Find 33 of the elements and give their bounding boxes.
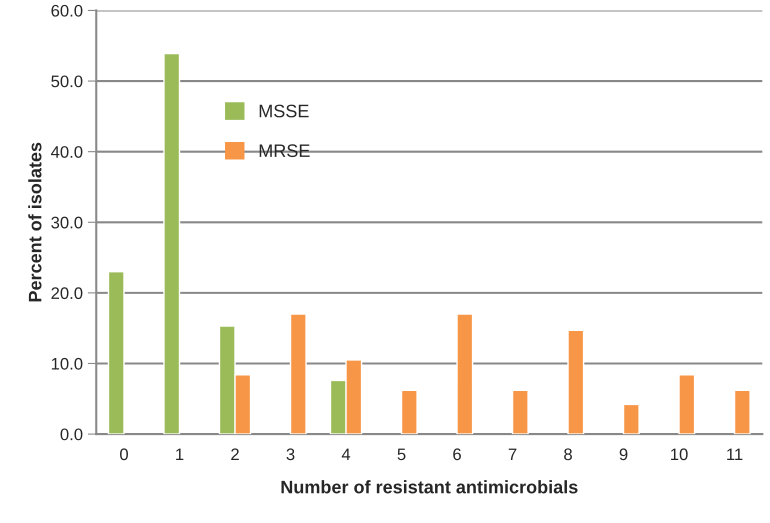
bar [567,330,584,434]
y-tick-label: 20.0 [51,287,82,300]
bar [456,313,474,434]
bar [163,52,180,434]
legend-label: MRSE [260,144,310,158]
x-tick-label: 4 [342,448,350,460]
x-tick-label: 10 [671,448,688,460]
x-tick-label: 2 [231,448,239,460]
y-tick-label: 30.0 [51,216,82,228]
legend-label: MSSE [260,104,309,118]
x-axis-title: Number of resistant antimicrobials [281,480,578,494]
y-tick-label: 40.0 [51,146,82,158]
y-tick-label: 10.0 [52,358,82,370]
y-tick-label: 50.0 [51,75,82,88]
bar [678,374,696,434]
x-tick-label: 3 [286,448,294,460]
bar [512,390,529,434]
bar [622,404,640,434]
x-tick-label: 8 [564,448,572,460]
bar [734,390,751,434]
x-tick-label: 0 [120,448,128,460]
y-axis-title: Percent of isolates [28,142,42,302]
x-tick-label: 9 [620,448,628,460]
x-tick-label: 6 [453,448,461,460]
x-tick-label: 11 [727,448,742,460]
y-tick-label: 0.0 [60,428,82,440]
x-tick-label: 7 [508,448,516,460]
bar [400,390,418,434]
bar [290,313,307,434]
x-tick-label: 1 [176,448,184,460]
y-tick-label: 60.0 [51,4,82,17]
bar [108,271,125,434]
x-tick-label: 5 [398,448,406,460]
